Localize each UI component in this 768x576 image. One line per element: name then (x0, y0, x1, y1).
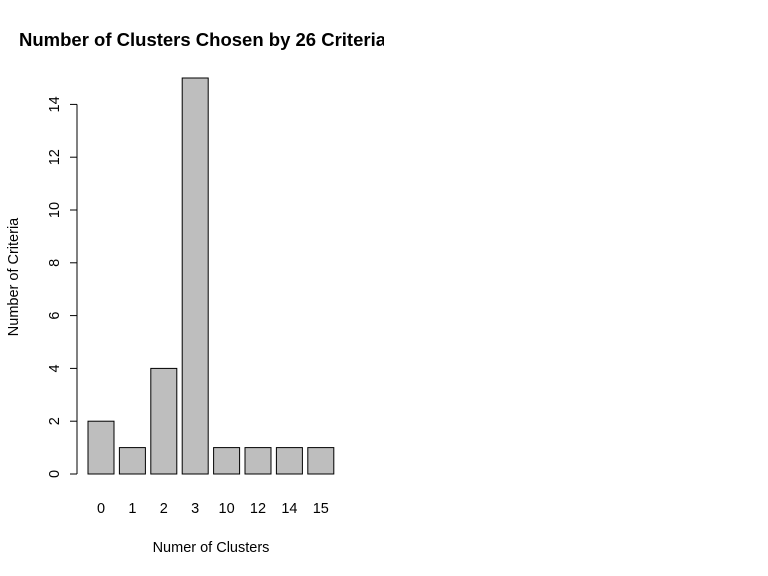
bar (307, 447, 335, 475)
x-tick-label: 10 (219, 501, 235, 517)
bar (275, 447, 303, 475)
y-tick-label: 2 (47, 417, 63, 425)
y-axis: 0 2 4 6 8 10 12 14 (47, 96, 78, 478)
y-tick-label: 0 (47, 470, 63, 478)
y-tick-label: 4 (47, 364, 63, 372)
y-tick-label: 8 (47, 259, 63, 267)
x-tick-label: 1 (128, 501, 136, 517)
x-tick-labels: 0 1 2 3 10 12 14 15 (97, 501, 329, 517)
bar (118, 447, 146, 475)
y-axis-label: Number of Criteria (6, 217, 22, 336)
x-tick-label: 2 (160, 501, 168, 517)
chart-title: Number of Clusters Chosen by 26 Criteria (19, 29, 384, 50)
bar (87, 420, 115, 475)
x-tick-label: 3 (191, 501, 199, 517)
x-axis-label: Numer of Clusters (153, 540, 270, 556)
y-tick-label: 6 (47, 312, 63, 320)
y-tick-label: 10 (47, 202, 63, 218)
x-tick-label: 0 (97, 501, 105, 517)
x-tick-label: 12 (250, 501, 266, 517)
bar (150, 367, 178, 475)
x-tick-label: 14 (281, 501, 297, 517)
bars (87, 77, 335, 475)
bar (181, 77, 209, 475)
x-tick-label: 15 (313, 501, 329, 517)
y-tick-label: 14 (47, 96, 63, 112)
bar (213, 447, 241, 475)
y-tick-label: 12 (47, 149, 63, 165)
bar (244, 447, 272, 475)
